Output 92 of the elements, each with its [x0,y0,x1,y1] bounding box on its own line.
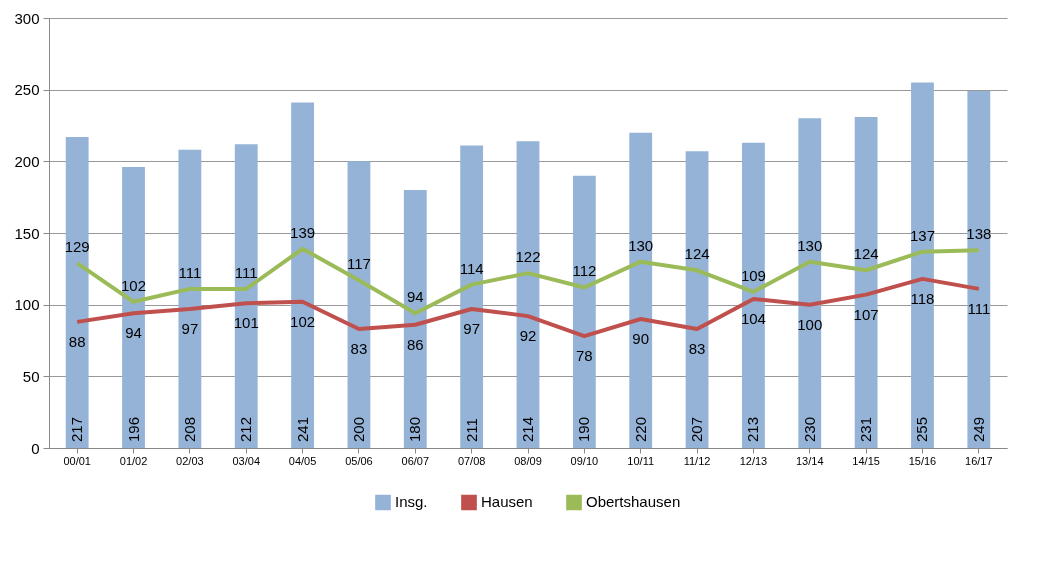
bar [291,102,314,448]
data-label: 207 [688,416,706,442]
data-label: 130 [628,236,654,254]
bar [911,82,934,448]
legend-label: Hausen [481,493,533,511]
data-label: 213 [744,416,762,442]
bar [629,132,653,448]
data-label: 109 [740,266,766,284]
data-label: 208 [180,416,198,442]
x-tick-label: 03/04 [232,454,260,467]
bar [234,144,258,448]
y-tick-label: 300 [14,9,40,27]
data-label: 124 [684,245,710,263]
data-label: 90 [632,330,650,347]
bar [798,118,822,448]
data-label: 117 [346,255,371,273]
x-tick-label: 10/11 [627,454,655,467]
x-tick-label: 14/15 [852,454,880,467]
bar [742,142,765,448]
data-label: 230 [800,416,818,442]
data-label: 111 [234,263,258,281]
data-label: 111 [178,263,202,281]
y-tick-label: 200 [14,152,40,170]
x-tick-label: 16/17 [965,454,993,467]
data-label: 114 [459,259,484,277]
data-label: 92 [519,327,537,345]
bar [572,175,596,448]
data-label: 94 [125,324,142,342]
x-tick-label: 12/13 [739,454,768,467]
data-label: 86 [406,335,424,353]
data-label: 104 [740,309,766,327]
bar [403,190,427,448]
data-label: 212 [237,416,255,442]
data-label: 107 [853,305,879,323]
x-tick-label: 07/08 [457,454,486,467]
data-label: 211 [462,418,480,442]
data-label: 94 [406,288,424,306]
data-label: 138 [966,225,992,243]
data-label: 124 [853,245,879,263]
data-label: 97 [181,319,199,337]
x-tick-label: 13/14 [796,454,824,467]
x-tick-label: 15/16 [908,454,937,467]
legend-label: Obertshausen [586,493,681,511]
data-label: 137 [909,226,935,244]
data-label: 102 [121,276,147,294]
y-tick-label: 150 [14,224,40,242]
data-label: 255 [913,416,931,442]
data-label: 100 [797,315,823,333]
data-label: 97 [463,319,480,337]
data-label: 139 [290,223,316,241]
data-label: 122 [515,248,541,266]
y-tick-label: 0 [31,439,40,457]
data-label: 190 [575,416,593,442]
data-label: 130 [797,236,823,254]
data-label: 78 [576,347,593,365]
data-label: 102 [290,312,316,330]
bar [967,91,991,448]
data-label: 112 [572,262,597,280]
y-tick-label: 100 [14,296,40,314]
legend-label: Insg. [395,493,428,511]
x-tick-label: 01/02 [119,454,148,467]
x-tick-label: 06/07 [401,454,430,467]
data-label: 220 [631,416,649,442]
y-tick-label: 250 [14,81,40,99]
bar [122,167,145,448]
data-label: 83 [350,340,368,358]
bar [65,136,89,448]
data-label: 180 [406,416,424,442]
x-tick-label: 00/01 [63,454,91,467]
x-tick-label: 08/09 [514,454,542,467]
bar [178,149,202,448]
data-label: 249 [969,416,987,442]
x-tick-label: 02/03 [176,454,204,467]
data-label: 118 [910,289,935,307]
y-tick-label: 50 [22,367,40,385]
bar [854,116,878,448]
x-tick-label: 09/10 [570,454,599,467]
data-label: 101 [233,314,259,332]
bar [460,145,484,448]
data-label: 217 [68,416,86,442]
data-label: 200 [349,416,367,442]
data-label: 88 [68,332,86,350]
data-label: 129 [64,238,90,256]
x-tick-label: 05/06 [345,454,373,467]
data-label: 111 [967,299,991,317]
x-tick-label: 11/12 [683,454,711,467]
data-label: 83 [688,340,706,358]
data-label: 241 [293,416,311,442]
data-label: 214 [519,416,536,442]
x-tick-label: 04/05 [288,454,317,467]
data-label: 196 [124,416,142,442]
data-label: 231 [857,416,875,442]
